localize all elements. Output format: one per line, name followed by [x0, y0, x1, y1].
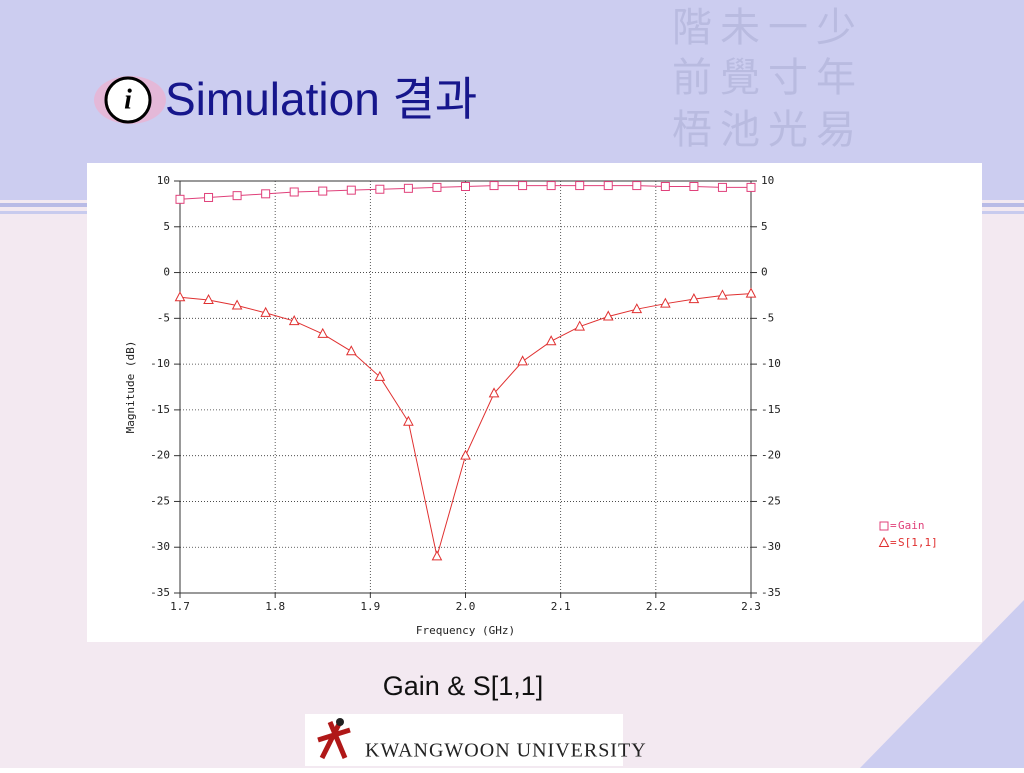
- x-tick-label: 2.0: [456, 600, 476, 613]
- data-point: [575, 181, 585, 191]
- data-point: [574, 320, 586, 331]
- y-axis-label: Magnitude (dB): [124, 341, 137, 434]
- y-tick-label: -35: [150, 586, 170, 599]
- x-axis-label: Frequency (GHz): [416, 624, 515, 637]
- y-tick-label: -25: [150, 494, 170, 507]
- logo-dot: [336, 718, 344, 726]
- x-tick-label: 1.7: [170, 600, 190, 613]
- data-point: [374, 370, 386, 381]
- data-point: [489, 181, 499, 191]
- info-icon: [104, 76, 152, 124]
- data-point: [260, 306, 271, 317]
- corner-shape: [860, 600, 1024, 768]
- data-point: [288, 315, 300, 326]
- data-point: [602, 310, 614, 321]
- x-tick-label: 1.8: [265, 600, 285, 613]
- data-point: [545, 335, 557, 346]
- data-point: [289, 187, 299, 197]
- x-tick-label: 2.1: [551, 600, 571, 613]
- slide-title: Simulation 결과: [165, 73, 477, 125]
- data-point: [461, 181, 470, 191]
- data-point: [431, 550, 443, 561]
- y-tick-label: 10: [157, 174, 170, 187]
- y2-tick-label: -5: [761, 311, 774, 324]
- data-point: [204, 192, 214, 202]
- data-point: [660, 297, 671, 308]
- legend-separator: =: [890, 519, 897, 532]
- plot-frame: [179, 180, 752, 594]
- legend-marker: [879, 521, 889, 531]
- data-point: [717, 182, 727, 192]
- legend-label: Gain: [898, 519, 925, 532]
- y-tick-label: -15: [150, 403, 170, 416]
- legend-label: S[1,1]: [898, 536, 938, 549]
- y2-tick-label: -35: [761, 586, 781, 599]
- data-point: [689, 181, 699, 191]
- legend-separator: =: [890, 536, 897, 549]
- y-tick-label: -30: [150, 540, 170, 553]
- data-point: [432, 182, 442, 192]
- watermark: 階未一少 前覺寸年 梧池光易: [672, 5, 864, 153]
- caption: Gain & S[1,1]: [383, 671, 544, 701]
- x-tick-label: 2.3: [741, 600, 761, 613]
- y2-tick-label: -30: [761, 540, 781, 553]
- data-point: [632, 181, 642, 191]
- watermark-line: 梧池光易: [672, 107, 864, 153]
- y-tick-label: 0: [163, 266, 170, 279]
- chart-panel: [87, 163, 982, 642]
- data-point: [546, 181, 556, 191]
- data-point: [688, 293, 700, 304]
- chart: 10 10 5 5 0 0 -5 -5 -10 -10 -15 -15 -20 -20 -25 -25 -30 -…: [124, 174, 938, 637]
- data-point: [603, 181, 613, 191]
- data-point: [346, 185, 356, 195]
- data-point: [318, 186, 328, 196]
- data-point: [660, 181, 670, 191]
- data-point: [261, 189, 271, 199]
- y2-tick-label: -10: [761, 357, 781, 370]
- data-point: [517, 355, 528, 366]
- data-point: [317, 327, 329, 338]
- data-point: [231, 299, 243, 310]
- y2-tick-label: -15: [761, 403, 781, 416]
- data-point: [746, 182, 756, 192]
- data-point: [403, 415, 414, 426]
- y-tick-label: -10: [150, 357, 170, 370]
- logo-box: [305, 714, 623, 766]
- data-point: [345, 345, 357, 356]
- data-point: [375, 184, 385, 194]
- data-point: [175, 194, 185, 204]
- info-icon-glyph: i: [124, 84, 132, 115]
- y2-tick-label: -20: [761, 449, 781, 462]
- data-point: [174, 291, 186, 302]
- data-point: [717, 289, 728, 300]
- logo-text: KWANGWOON UNIVERSITY: [365, 740, 647, 762]
- data-point: [518, 181, 528, 191]
- y2-tick-label: 10: [761, 174, 774, 187]
- legend-marker: [878, 536, 890, 547]
- y2-tick-label: 0: [761, 266, 768, 279]
- y-tick-label: -5: [157, 311, 170, 324]
- y2-tick-label: 5: [761, 220, 768, 233]
- logo-mark: [317, 720, 351, 760]
- data-point: [745, 287, 757, 298]
- data-point: [403, 183, 413, 193]
- y2-tick-label: -25: [761, 494, 781, 507]
- y-tick-label: 5: [163, 220, 170, 233]
- data-point: [488, 387, 500, 398]
- x-tick-label: 2.2: [646, 600, 666, 613]
- data-point: [203, 293, 214, 305]
- x-tick-label: 1.9: [360, 600, 380, 613]
- watermark-line: 階未一少: [672, 5, 864, 51]
- data-point: [232, 191, 242, 201]
- y-tick-label: -20: [150, 449, 170, 462]
- data-point: [460, 449, 471, 460]
- data-point: [631, 303, 643, 314]
- watermark-line: 前覺寸年: [672, 55, 864, 101]
